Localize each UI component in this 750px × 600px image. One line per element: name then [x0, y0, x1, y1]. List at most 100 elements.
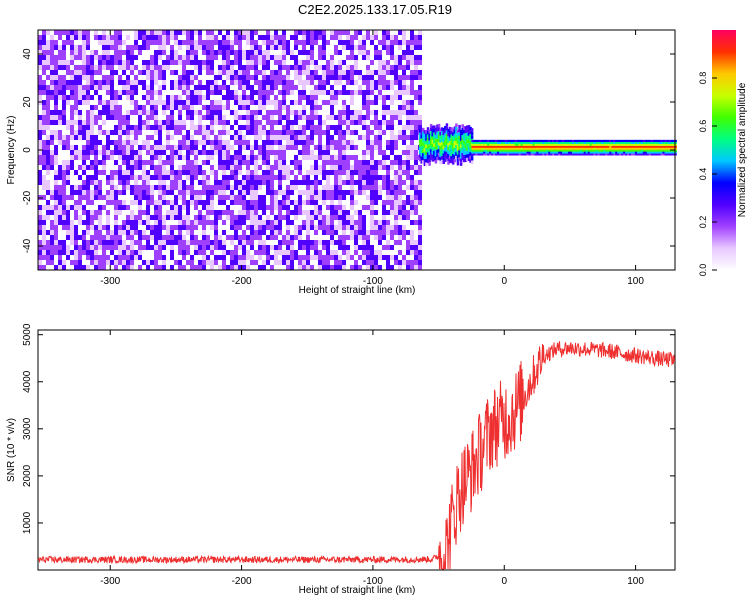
heatmap-cell [310, 265, 314, 270]
heatmap-cell [286, 90, 290, 95]
heatmap-cell [436, 124, 439, 128]
heatmap-cell [94, 190, 98, 195]
heatmap-cell [294, 185, 298, 190]
heatmap-cell [463, 144, 466, 148]
heatmap-cell [262, 130, 266, 135]
heatmap-cell [358, 220, 362, 225]
heatmap-cell [58, 80, 62, 85]
heatmap-cell [546, 149, 549, 152]
heatmap-cell [410, 245, 414, 250]
heatmap-cell [122, 125, 126, 130]
heatmap-cell [170, 155, 174, 160]
heatmap-cell [262, 155, 266, 160]
heatmap-cell [342, 120, 346, 125]
heatmap-cell [565, 141, 569, 144]
heatmap-cell [46, 90, 50, 95]
heatmap-cell [98, 170, 102, 175]
heatmap-cell [644, 139, 648, 143]
heatmap-cell [473, 153, 476, 156]
heatmap-cell [502, 151, 506, 154]
heatmap-cell [194, 30, 198, 35]
heatmap-cell [298, 165, 302, 170]
heatmap-cell [286, 220, 290, 225]
heatmap-cell [254, 70, 258, 75]
heatmap-cell [442, 146, 446, 150]
heatmap-cell [102, 250, 106, 255]
heatmap-cell [298, 160, 302, 165]
heatmap-cell [587, 149, 591, 152]
heatmap-cell [623, 153, 626, 156]
heatmap-cell [528, 139, 532, 143]
heatmap-cell [366, 85, 370, 90]
heatmap-cell [186, 170, 190, 175]
heatmap-cell [150, 100, 154, 105]
heatmap-cell [382, 180, 386, 185]
heatmap-cell [270, 200, 274, 205]
heatmap-cell [190, 30, 194, 35]
heatmap-cell [62, 105, 66, 110]
heatmap-cell [282, 90, 286, 95]
heatmap-cell [450, 141, 453, 146]
heatmap-cell [314, 130, 318, 135]
heatmap-cell [266, 250, 270, 255]
heatmap-cell [487, 147, 490, 150]
heatmap-cell [642, 153, 646, 156]
heatmap-cell [46, 240, 50, 245]
heatmap-cell [418, 245, 422, 250]
heatmap-cell [475, 143, 478, 146]
heatmap-cell [342, 140, 346, 145]
heatmap-cell [394, 55, 398, 60]
heatmap-cell [238, 100, 242, 105]
heatmap-cell [282, 80, 286, 85]
heatmap-cell [58, 215, 62, 220]
heatmap-cell [226, 165, 230, 170]
heatmap-cell [162, 245, 166, 250]
heatmap-cell [126, 175, 130, 180]
heatmap-cell [627, 149, 630, 152]
heatmap-cell [394, 75, 398, 80]
snr-frame [37, 329, 676, 571]
heatmap-cell [668, 143, 671, 146]
heatmap-cell [458, 124, 461, 129]
heatmap-cell [222, 55, 226, 60]
heatmap-cell [258, 80, 262, 85]
heatmap-cell [218, 200, 222, 205]
heatmap-cell [418, 125, 422, 129]
heatmap-cell [170, 120, 174, 125]
heatmap-cell [46, 65, 50, 70]
heatmap-cell [266, 205, 270, 210]
heatmap-cell [42, 120, 46, 125]
heatmap-cell [270, 190, 274, 195]
heatmap-cell [475, 141, 478, 144]
heatmap-cell [206, 235, 210, 240]
heatmap-cell [250, 145, 254, 150]
heatmap-cell [70, 80, 74, 85]
heatmap-cell [552, 149, 555, 152]
heatmap-cell [130, 265, 134, 270]
heatmap-cell [532, 143, 535, 146]
heatmap-cell [326, 265, 330, 270]
heatmap-cell [246, 205, 250, 210]
heatmap-cell [434, 138, 438, 142]
heatmap-cell [366, 180, 370, 185]
heatmap-cell [374, 250, 378, 255]
heatmap-cell [118, 170, 122, 175]
heatmap-cell [270, 220, 274, 225]
heatmap-cell [658, 139, 662, 143]
heatmap-cell [418, 75, 422, 80]
heatmap-cell [294, 215, 298, 220]
heatmap-cell [138, 150, 142, 155]
heatmap-cell [402, 55, 406, 60]
heatmap-cell [274, 40, 278, 45]
heatmap-cell [394, 215, 398, 220]
heatmap-cell [479, 141, 482, 144]
heatmap-cell [250, 170, 254, 175]
heatmap-cell [522, 149, 526, 152]
heatmap-cell [326, 215, 330, 220]
heatmap-cell [138, 240, 142, 245]
heatmap-cell [402, 205, 406, 210]
heatmap-cell [402, 190, 406, 195]
heatmap-cell [198, 220, 202, 225]
heatmap-cell [546, 151, 549, 154]
heatmap-cell [464, 147, 468, 152]
